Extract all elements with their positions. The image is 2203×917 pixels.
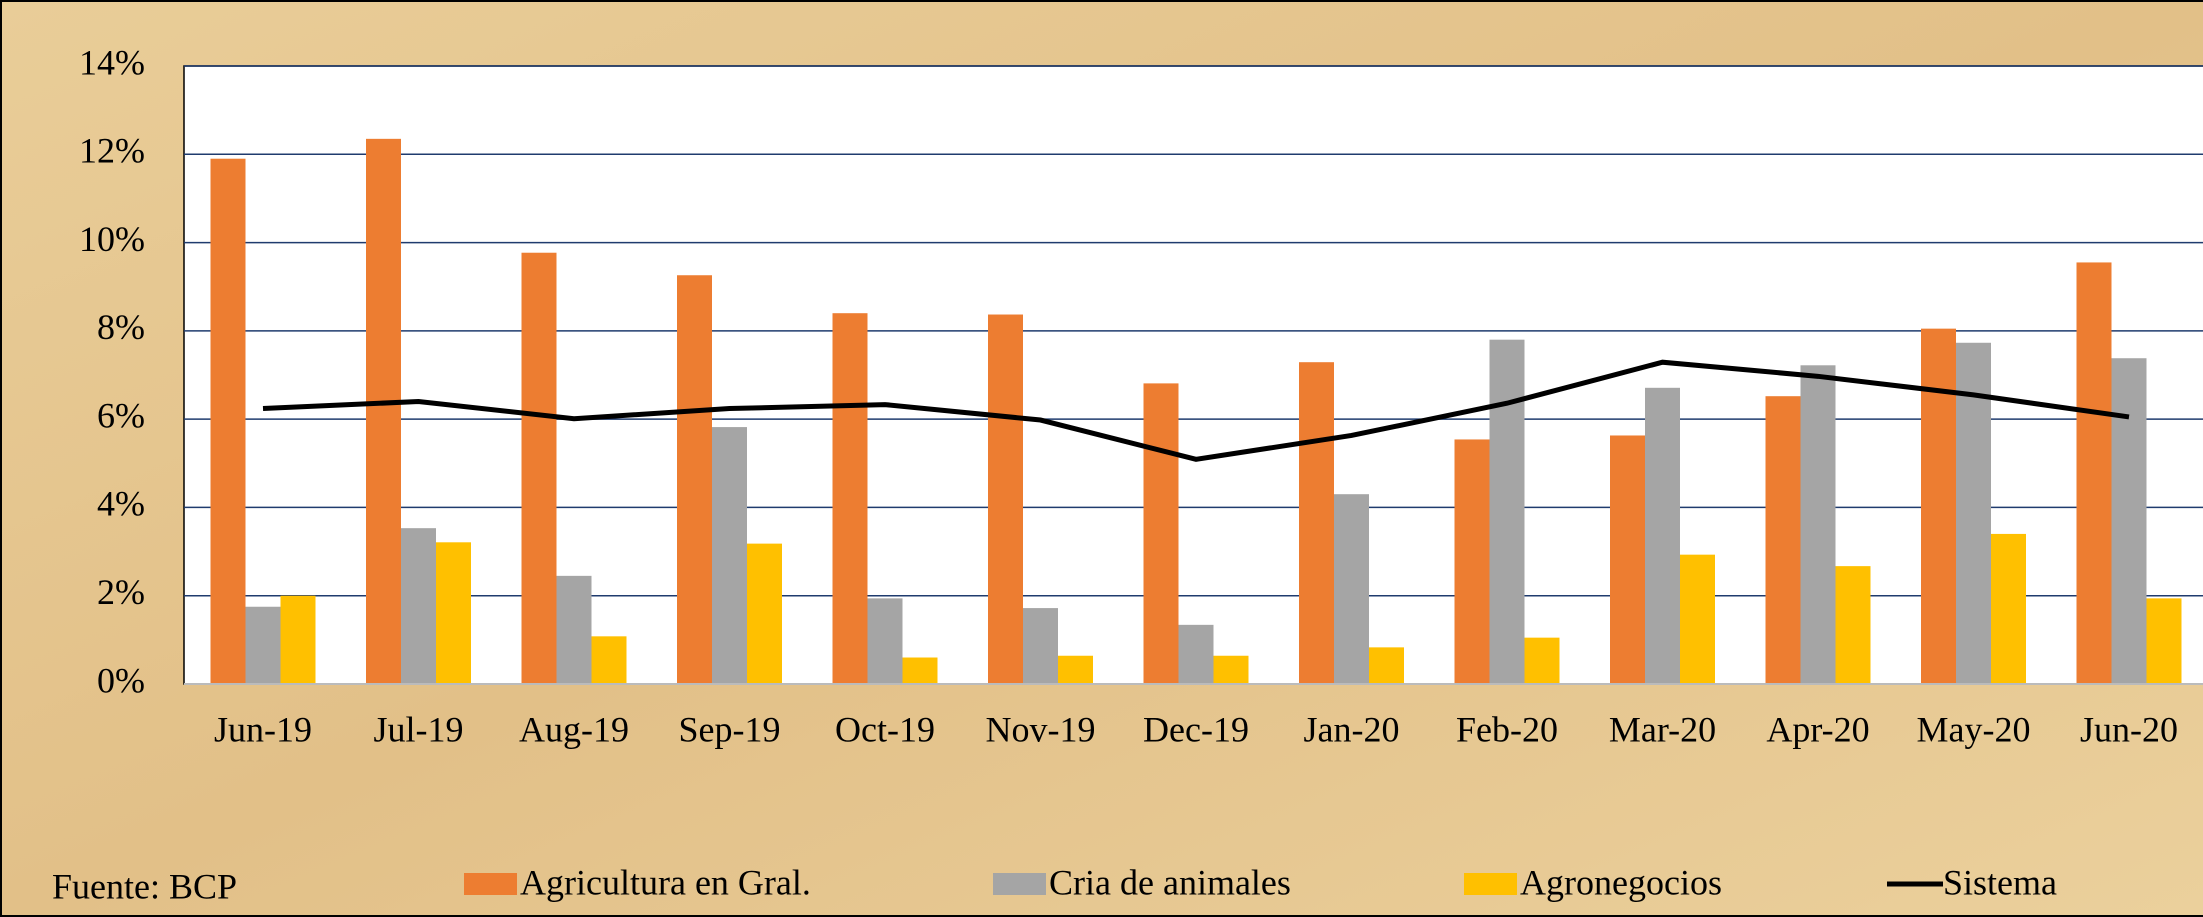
legend-label: Agronegocios bbox=[1520, 862, 1722, 902]
bar bbox=[1800, 365, 1836, 684]
bar bbox=[902, 657, 938, 684]
bar bbox=[1921, 328, 1956, 684]
bar bbox=[867, 598, 903, 684]
bar bbox=[366, 138, 401, 685]
bar bbox=[747, 543, 782, 684]
bar bbox=[1835, 566, 1871, 684]
x-tick-label: Dec-19 bbox=[1143, 709, 1249, 749]
bar bbox=[1765, 396, 1801, 684]
bar bbox=[677, 275, 712, 684]
legend-label: Cria de animales bbox=[1049, 862, 1291, 902]
x-tick-label: May-20 bbox=[1917, 709, 2031, 749]
x-tick-label: Aug-19 bbox=[519, 709, 629, 749]
bar bbox=[1524, 637, 1560, 684]
bar bbox=[1213, 655, 1249, 684]
bar bbox=[591, 636, 627, 684]
x-tick-label: Jun-19 bbox=[214, 709, 312, 749]
y-tick-label: 2% bbox=[97, 572, 145, 612]
x-tick-label: Jun-20 bbox=[2080, 709, 2178, 749]
bar bbox=[1680, 554, 1715, 684]
legend-swatch bbox=[1464, 873, 1517, 895]
bar bbox=[556, 575, 592, 684]
x-tick-label: Sep-19 bbox=[679, 709, 781, 749]
x-tick-label: Nov-19 bbox=[986, 709, 1096, 749]
y-tick-label: 4% bbox=[97, 484, 145, 524]
plot-area bbox=[183, 65, 2203, 685]
legend-swatch bbox=[464, 873, 517, 895]
bar bbox=[1991, 533, 2026, 684]
y-tick-label: 14% bbox=[79, 42, 145, 82]
x-tick-label: Apr-20 bbox=[1766, 709, 1869, 749]
bar bbox=[1023, 608, 1058, 684]
x-tick-label: Jul-19 bbox=[374, 709, 464, 749]
bar bbox=[210, 158, 246, 684]
bar bbox=[1334, 494, 1369, 684]
y-tick-label: 6% bbox=[97, 395, 145, 435]
bar bbox=[2111, 358, 2147, 684]
y-tick-label: 8% bbox=[97, 307, 145, 347]
bar bbox=[1369, 647, 1404, 684]
bar bbox=[1178, 624, 1214, 684]
bar bbox=[1143, 383, 1179, 684]
bar bbox=[521, 252, 557, 684]
bar bbox=[1058, 655, 1093, 684]
x-tick-label: Feb-20 bbox=[1456, 709, 1558, 749]
x-tick-label: Mar-20 bbox=[1609, 709, 1716, 749]
bar bbox=[2146, 598, 2182, 684]
line-series bbox=[262, 359, 2130, 462]
bar bbox=[988, 314, 1023, 684]
bar bbox=[2076, 262, 2112, 684]
bar bbox=[712, 427, 747, 684]
y-tick-label: 10% bbox=[79, 219, 145, 259]
bar bbox=[1956, 342, 1991, 684]
bar bbox=[401, 528, 436, 684]
bar bbox=[280, 595, 316, 684]
bar bbox=[832, 313, 868, 684]
bar bbox=[1645, 387, 1680, 684]
source-note: Fuente: BCP bbox=[52, 866, 237, 906]
bar bbox=[1610, 435, 1645, 684]
x-tick-label: Oct-19 bbox=[835, 709, 935, 749]
bar bbox=[1489, 339, 1525, 684]
y-tick-label: 0% bbox=[97, 660, 145, 700]
bar bbox=[436, 542, 471, 684]
x-tick-label: Jan-20 bbox=[1304, 709, 1400, 749]
legend-label: Sistema bbox=[1943, 862, 2057, 902]
y-tick-label: 12% bbox=[79, 131, 145, 171]
bar bbox=[245, 606, 281, 684]
bar bbox=[1299, 362, 1334, 684]
bar bbox=[1454, 439, 1490, 684]
legend-swatch bbox=[993, 873, 1046, 895]
legend-label: Agricultura en Gral. bbox=[520, 862, 811, 902]
